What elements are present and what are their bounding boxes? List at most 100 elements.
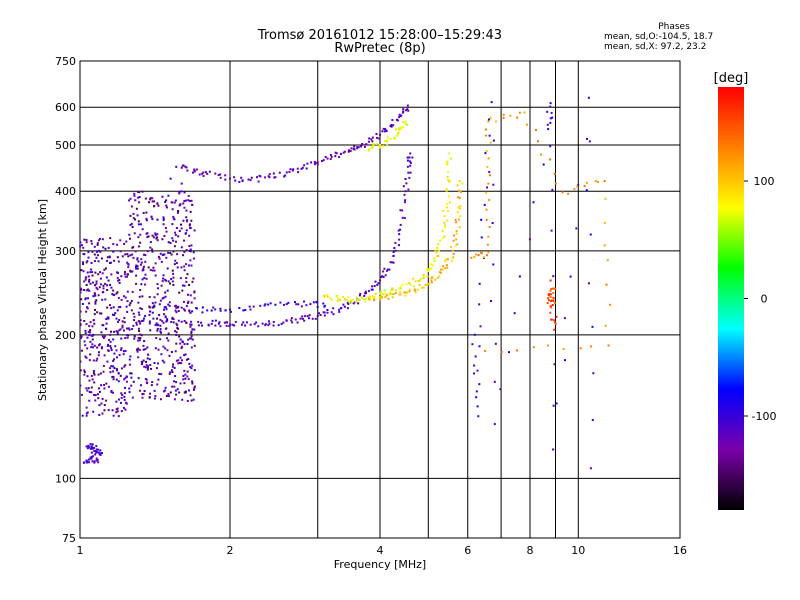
- trace-point: [202, 171, 205, 174]
- trace-point: [356, 298, 359, 301]
- trace-point: [607, 344, 610, 347]
- trace-point: [549, 279, 552, 282]
- spread-point: [151, 306, 154, 309]
- trace-point: [546, 110, 549, 113]
- spread-point: [125, 305, 128, 308]
- spread-point: [175, 359, 178, 362]
- spread-point: [88, 359, 91, 362]
- trace-point: [316, 161, 319, 164]
- trace-point: [386, 269, 389, 272]
- spread-point: [119, 305, 122, 308]
- spread-point: [188, 389, 191, 392]
- trace-point: [549, 289, 552, 292]
- trace-point: [388, 268, 391, 271]
- trace-point: [383, 267, 386, 270]
- spread-point: [108, 304, 111, 307]
- trace-point: [438, 271, 441, 274]
- trace-point: [95, 459, 98, 462]
- spread-point: [86, 375, 89, 378]
- spread-point: [133, 337, 136, 340]
- trace-point: [277, 324, 280, 327]
- trace-point: [552, 275, 555, 278]
- spread-point: [177, 309, 180, 312]
- spread-point: [82, 270, 85, 273]
- trace-point: [419, 278, 422, 281]
- spread-point: [162, 219, 165, 222]
- trace-point: [448, 195, 451, 198]
- colorbar-tick-label: 0: [761, 293, 768, 306]
- trace-point: [406, 108, 409, 111]
- spread-point: [87, 297, 90, 300]
- trace-point: [373, 299, 376, 302]
- spread-point: [139, 333, 142, 336]
- spread-point: [141, 295, 144, 298]
- spread-point: [164, 295, 167, 298]
- trace-point: [399, 228, 402, 231]
- trace-point: [452, 234, 455, 237]
- spread-point: [124, 386, 127, 389]
- trace-point: [308, 314, 311, 317]
- trace-point: [502, 113, 505, 116]
- spread-point: [101, 324, 104, 327]
- spread-point: [161, 320, 164, 323]
- spread-point: [88, 331, 91, 334]
- trace-point: [330, 311, 333, 314]
- trace-point: [90, 445, 93, 448]
- trace-point: [583, 185, 586, 188]
- spread-point: [179, 338, 182, 341]
- trace-point: [372, 143, 375, 146]
- trace-point: [389, 137, 392, 140]
- x-tick-label: 16: [673, 544, 687, 557]
- spread-point: [120, 348, 123, 351]
- trace-point: [550, 306, 553, 309]
- trace-point: [361, 142, 364, 145]
- trace-point: [458, 226, 461, 229]
- trace-point: [374, 280, 377, 283]
- spread-point: [124, 364, 127, 367]
- trace-point: [589, 233, 592, 236]
- trace-point: [233, 176, 236, 179]
- trace-point: [528, 238, 531, 241]
- spread-point: [149, 329, 152, 332]
- trace-point: [264, 303, 267, 306]
- trace-point: [307, 317, 310, 320]
- spread-point: [123, 270, 126, 273]
- spread-point: [169, 391, 172, 394]
- spread-point: [117, 372, 120, 375]
- spread-point: [123, 378, 126, 381]
- trace-point: [485, 218, 488, 221]
- trace-point: [458, 218, 461, 221]
- trace-point: [587, 282, 590, 285]
- spread-point: [91, 343, 94, 346]
- trace-point: [402, 108, 405, 111]
- spread-point: [100, 257, 103, 260]
- spread-point: [162, 345, 165, 348]
- spread-point: [119, 374, 122, 377]
- spread-point: [91, 274, 94, 277]
- trace-point: [368, 295, 371, 298]
- spread-point: [166, 349, 169, 352]
- spread-point: [143, 277, 146, 280]
- spread-point: [112, 370, 115, 373]
- spread-point: [159, 328, 162, 331]
- spread-point: [151, 197, 154, 200]
- spread-point: [153, 200, 156, 203]
- trace-point: [492, 139, 495, 142]
- spread-point: [148, 358, 151, 361]
- trace-point: [131, 328, 134, 331]
- trace-point: [450, 246, 453, 249]
- trace-point: [451, 249, 454, 252]
- spread-point: [92, 295, 95, 298]
- spread-point: [184, 353, 187, 356]
- spread-point: [80, 349, 83, 352]
- trace-point: [211, 319, 214, 322]
- trace-point: [384, 128, 387, 131]
- trace-point: [443, 215, 446, 218]
- trace-point: [367, 148, 370, 151]
- spread-point: [191, 280, 194, 283]
- trace-point: [455, 230, 458, 233]
- spread-point: [169, 252, 172, 255]
- spread-point: [106, 343, 109, 346]
- trace-point: [314, 161, 317, 164]
